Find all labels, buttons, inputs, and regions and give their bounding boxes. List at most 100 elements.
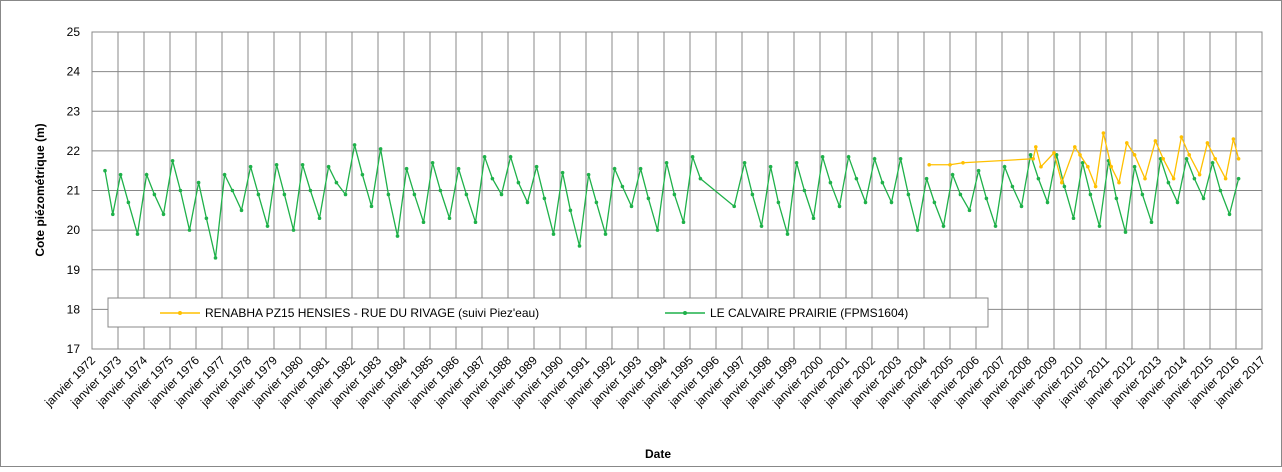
point (1114, 196, 1119, 201)
point (1117, 180, 1121, 185)
point (941, 224, 946, 228)
point (984, 196, 989, 201)
point (1175, 200, 1180, 205)
point (447, 216, 452, 221)
point (1236, 157, 1241, 161)
x-axis-label: Date (645, 447, 671, 461)
point (534, 164, 539, 169)
point (490, 176, 495, 181)
point (239, 208, 244, 213)
legend: RENABHA PZ15 HENSIES - RUE DU RIVAGE (su… (107, 297, 989, 328)
point (360, 172, 365, 177)
y-tick-label: 19 (67, 263, 81, 277)
point (828, 180, 833, 185)
point (629, 204, 634, 209)
point (690, 155, 695, 159)
point (612, 166, 617, 171)
point (993, 224, 998, 228)
point (1097, 224, 1102, 228)
point (135, 232, 140, 236)
point (889, 200, 894, 205)
y-tick-label: 17 (67, 342, 81, 356)
point (560, 170, 565, 175)
point (1039, 164, 1043, 169)
point (1054, 153, 1059, 157)
plot-area (91, 31, 1263, 350)
point (404, 166, 409, 171)
point (846, 155, 851, 159)
point (915, 228, 920, 232)
point (170, 158, 175, 163)
point (586, 172, 591, 177)
point (880, 180, 885, 185)
point (482, 155, 487, 159)
point (932, 200, 937, 205)
point (664, 160, 669, 165)
point (820, 155, 825, 159)
point (386, 192, 391, 197)
point (308, 188, 313, 193)
point (794, 160, 799, 165)
point (638, 166, 643, 171)
point (256, 192, 261, 197)
point (213, 256, 218, 260)
point (1045, 200, 1050, 205)
point (516, 180, 521, 185)
point (863, 200, 868, 205)
point (1140, 192, 1145, 197)
point (1028, 153, 1033, 157)
point (950, 172, 955, 177)
y-tick-label: 24 (67, 65, 81, 79)
point (369, 204, 374, 209)
point (1213, 157, 1217, 161)
point (499, 192, 504, 197)
point (291, 228, 296, 232)
point (178, 188, 183, 193)
point (837, 204, 842, 209)
point (811, 216, 816, 221)
point (655, 228, 660, 232)
point (1132, 153, 1137, 157)
point (948, 162, 952, 167)
point (1034, 145, 1038, 149)
point (1143, 176, 1147, 181)
point (967, 208, 972, 213)
point (1210, 160, 1215, 165)
legend-label: RENABHA PZ15 HENSIES - RUE DU RIVAGE (su… (205, 306, 539, 320)
y-tick-label: 18 (67, 302, 81, 316)
point (1218, 188, 1223, 193)
point (508, 155, 513, 159)
y-tick-label: 23 (67, 104, 81, 118)
y-tick-label: 20 (67, 223, 81, 237)
point (1171, 176, 1176, 181)
point (927, 162, 931, 167)
point (1231, 137, 1236, 141)
point (854, 176, 859, 181)
point (872, 157, 877, 161)
point (672, 192, 677, 197)
point (438, 188, 443, 193)
point (1002, 164, 1007, 169)
point (1153, 139, 1158, 143)
point (1166, 180, 1171, 185)
y-tick-label: 21 (67, 184, 81, 198)
point (681, 220, 686, 224)
point (464, 192, 469, 197)
point (111, 212, 115, 217)
point (620, 184, 625, 189)
point (1205, 141, 1210, 145)
legend-marker (178, 311, 182, 315)
point (976, 168, 981, 173)
point (1052, 151, 1056, 155)
legend-box (107, 297, 989, 328)
point (352, 143, 357, 147)
point (1223, 176, 1228, 181)
point (1036, 176, 1041, 181)
point (776, 200, 781, 205)
legend-label: LE CALVAIRE PRAIRIE (FPMS1604) (710, 306, 908, 320)
point (317, 216, 322, 221)
point (1236, 176, 1241, 181)
y-tick-label: 22 (67, 144, 81, 158)
